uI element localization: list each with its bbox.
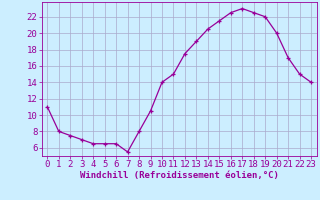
X-axis label: Windchill (Refroidissement éolien,°C): Windchill (Refroidissement éolien,°C)	[80, 171, 279, 180]
